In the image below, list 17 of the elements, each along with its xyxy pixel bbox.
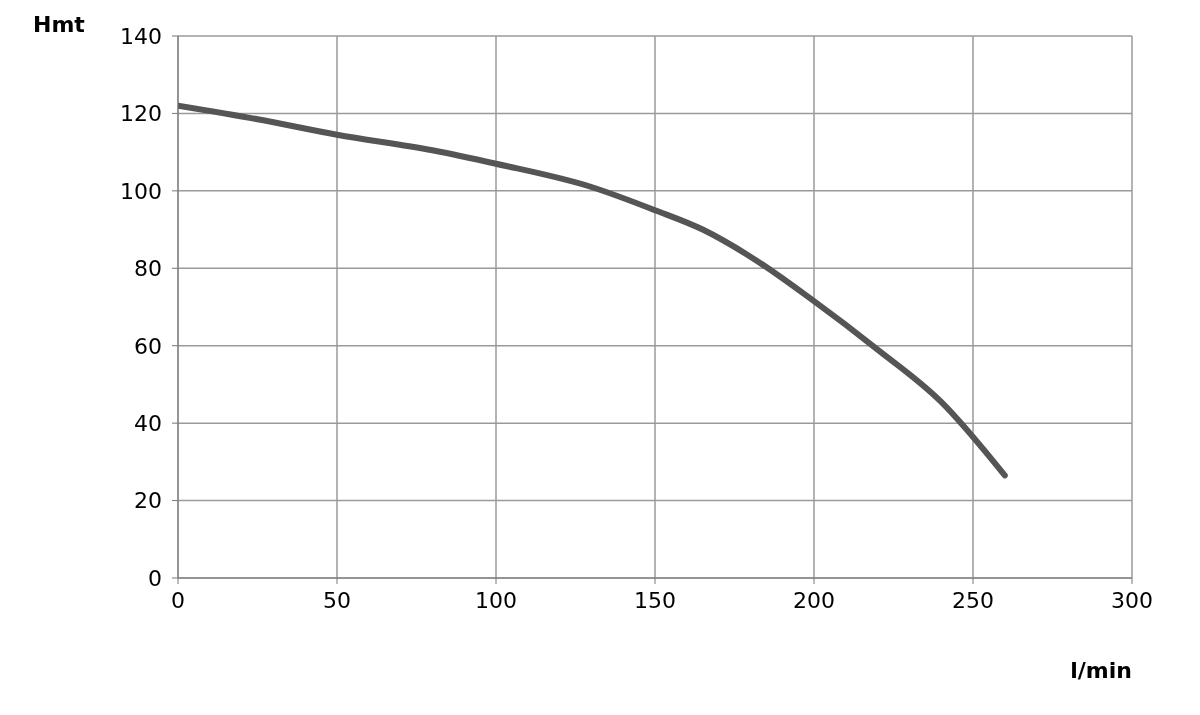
x-tick-label: 150 [634,587,676,613]
y-tick-label: 80 [134,256,162,282]
x-tick-label: 100 [475,587,517,613]
y-axis-title: Hmt [33,11,86,37]
x-axis-title: l/min [1070,658,1132,683]
y-tick-label: 60 [134,333,162,359]
x-tick-label: 250 [952,587,994,613]
x-tick-label: 300 [1111,587,1153,613]
y-tick-label: 20 [134,488,162,514]
y-tick-label: 120 [120,101,162,127]
x-tick-label: 200 [793,587,835,613]
x-tick-label: 50 [323,587,351,613]
y-tick-label: 0 [148,565,162,591]
y-tick-label: 40 [134,410,162,436]
x-tick-label: 0 [171,587,185,613]
y-tick-label: 140 [120,23,162,49]
y-tick-label: 100 [120,178,162,204]
